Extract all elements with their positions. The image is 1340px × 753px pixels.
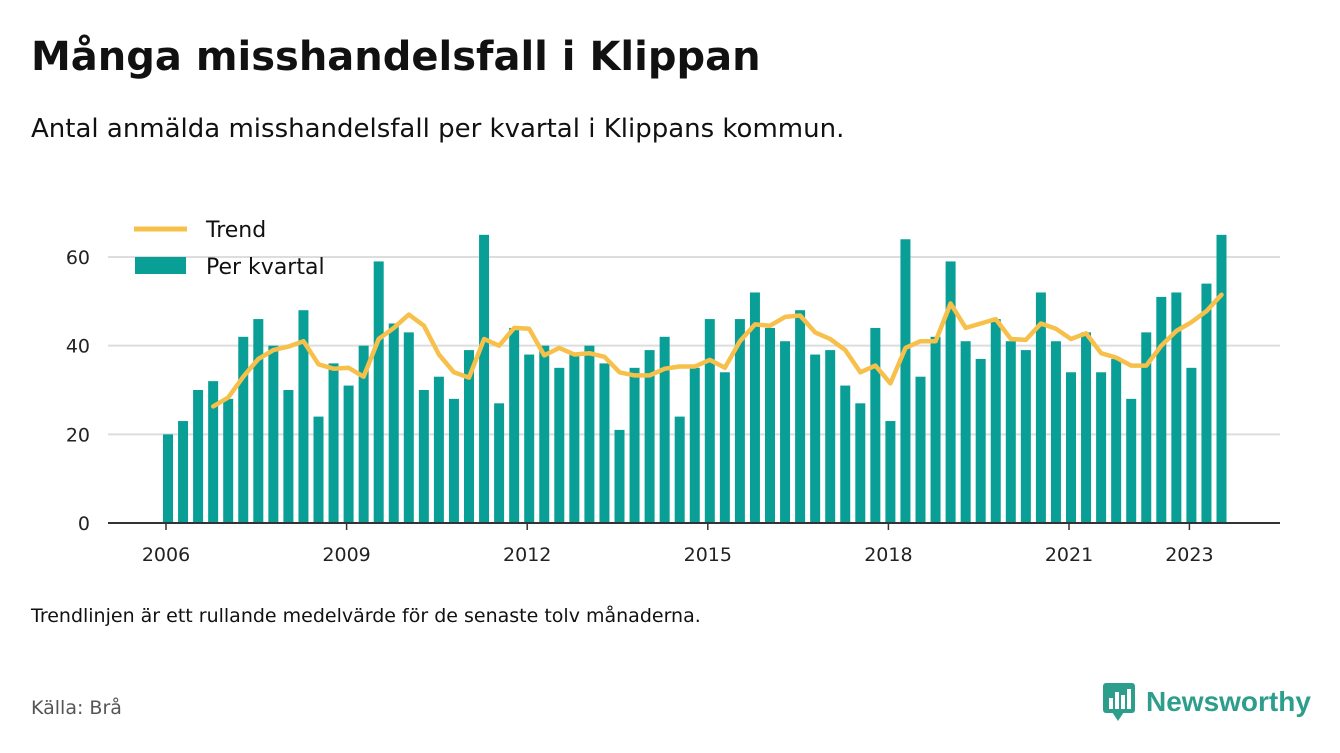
- bar: [569, 354, 580, 523]
- bar: [1186, 367, 1197, 523]
- x-tick-label: 2023: [1165, 544, 1213, 566]
- brand-logo[interactable]: Newsworthy: [1102, 682, 1311, 722]
- bar: [915, 376, 926, 523]
- bar: [719, 372, 730, 523]
- bar: [1050, 341, 1061, 523]
- bar: [298, 310, 309, 523]
- bar: [1096, 372, 1107, 523]
- chart: 0 20 40 60 2006 2009 2012 2015 2018 2021 2023 Tren…: [66, 218, 1280, 566]
- brand-name: Newsworthy: [1146, 686, 1311, 717]
- bar: [810, 354, 821, 523]
- bar: [960, 341, 971, 523]
- bar: [1141, 332, 1152, 523]
- chart-subtitle: Antal anmälda misshandelsfall per kvarta…: [31, 114, 845, 144]
- bar: [1126, 398, 1137, 523]
- bar: [749, 292, 760, 523]
- bar: [1081, 332, 1092, 523]
- bar-series: [163, 234, 1227, 524]
- bar: [1171, 292, 1182, 523]
- bar: [208, 381, 219, 523]
- bar: [629, 367, 640, 523]
- bar: [870, 327, 881, 523]
- bar: [930, 336, 941, 523]
- bar: [599, 363, 610, 523]
- bar: [418, 390, 429, 523]
- bar: [614, 429, 625, 523]
- bar: [238, 336, 249, 523]
- trend-series: [210, 292, 1224, 409]
- footnote: Trendlinjen är ett rullande medelvärde f…: [31, 605, 701, 627]
- y-tick-label: 0: [78, 513, 90, 535]
- bar: [734, 319, 745, 523]
- bar: [403, 332, 414, 523]
- bar: [1020, 350, 1031, 523]
- bar: [885, 421, 896, 523]
- bar: [268, 345, 279, 523]
- bar: [1201, 283, 1212, 523]
- bar: [840, 385, 851, 523]
- x-tick-label: 2006: [142, 544, 190, 566]
- bar: [1005, 341, 1016, 523]
- bar: [900, 239, 911, 523]
- bar: [223, 398, 234, 523]
- bar: [765, 327, 775, 523]
- bar: [388, 323, 399, 523]
- bar: [689, 367, 700, 523]
- chart-title: Många misshandelsfall i Klippan: [31, 34, 761, 80]
- bar: [1066, 372, 1076, 523]
- bar: [945, 261, 956, 523]
- bar: [780, 341, 791, 523]
- bar: [704, 319, 715, 523]
- bar: [554, 367, 565, 523]
- bar: [509, 327, 520, 523]
- bar: [193, 390, 204, 523]
- bar: [178, 421, 189, 523]
- bar: [373, 261, 384, 523]
- legend-bar-label: Per kvartal: [206, 255, 325, 280]
- bar: [975, 358, 986, 523]
- legend: Trend Per kvartal: [134, 218, 325, 280]
- bar: [1156, 296, 1167, 523]
- legend-trend-label: Trend: [205, 218, 266, 243]
- bar: [584, 345, 595, 523]
- y-tick-label: 20: [66, 424, 90, 446]
- bar: [644, 350, 655, 523]
- axes: 0 20 40 60 2006 2009 2012 2015 2018 2021 2023: [66, 247, 1280, 566]
- bar: [524, 354, 535, 523]
- y-tick-label: 40: [66, 336, 90, 358]
- bar: [1216, 234, 1227, 524]
- x-tick-label: 2015: [684, 544, 732, 566]
- bar: [855, 403, 866, 523]
- bar: [659, 336, 670, 523]
- bar: [343, 385, 354, 523]
- bar: [795, 310, 806, 523]
- bar: [358, 345, 369, 523]
- bar: [825, 350, 836, 523]
- bar: [1111, 358, 1122, 523]
- bar: [283, 390, 294, 523]
- bar: [433, 376, 444, 523]
- bar: [990, 319, 1001, 523]
- bar: [479, 234, 490, 524]
- bar: [1035, 292, 1046, 523]
- newsworthy-logo-icon: [1103, 683, 1135, 721]
- source-label: Källa: Brå: [31, 697, 122, 719]
- bar: [328, 363, 339, 523]
- x-tick-label: 2021: [1045, 544, 1093, 566]
- legend-bar-swatch: [135, 257, 186, 274]
- y-tick-label: 60: [66, 247, 90, 269]
- bar: [539, 345, 550, 523]
- bar: [163, 434, 173, 523]
- trend-line: [210, 292, 1224, 409]
- bar: [494, 403, 505, 523]
- x-tick-label: 2009: [322, 544, 370, 566]
- bar: [674, 416, 685, 523]
- bar: [464, 350, 474, 523]
- bar: [253, 319, 264, 523]
- x-tick-label: 2018: [864, 544, 912, 566]
- bar: [313, 416, 324, 523]
- bar: [448, 398, 459, 523]
- x-tick-label: 2012: [503, 544, 551, 566]
